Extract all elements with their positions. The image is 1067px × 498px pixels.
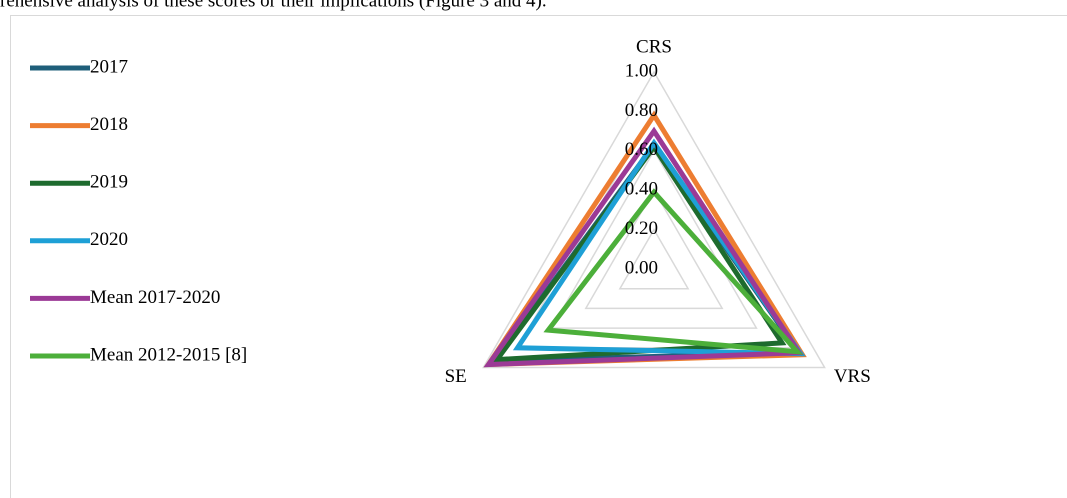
r-tick-label: 0.20	[625, 218, 658, 239]
r-tick-label: 0.40	[625, 179, 658, 200]
r-tick-label: 0.80	[625, 100, 658, 121]
grid-line	[482, 70, 826, 369]
category-label: SE	[445, 366, 467, 387]
r-tick-label: 0.60	[625, 139, 658, 160]
legend-label: Mean 2012-2015 [8]	[90, 344, 247, 365]
r-tick-label: 1.00	[625, 60, 658, 81]
grid-line	[550, 149, 758, 329]
series-line	[543, 188, 804, 355]
series-line	[483, 126, 804, 368]
legend-label: 2017	[90, 56, 128, 77]
frame	[10, 15, 1067, 498]
grid-line	[618, 228, 690, 290]
legend-label: 2019	[90, 172, 128, 193]
legend-label: 2018	[90, 114, 128, 135]
legend-label: 2020	[90, 229, 128, 250]
caption-text: rehensive analysis of these scores or th…	[0, 0, 547, 11]
r-tick-label: 0.00	[625, 257, 658, 278]
category-label: VRS	[834, 366, 871, 387]
grid-line	[584, 188, 724, 310]
legend-label: Mean 2017-2020	[90, 287, 220, 308]
category-label: CRS	[636, 36, 672, 57]
series-line	[512, 138, 806, 357]
